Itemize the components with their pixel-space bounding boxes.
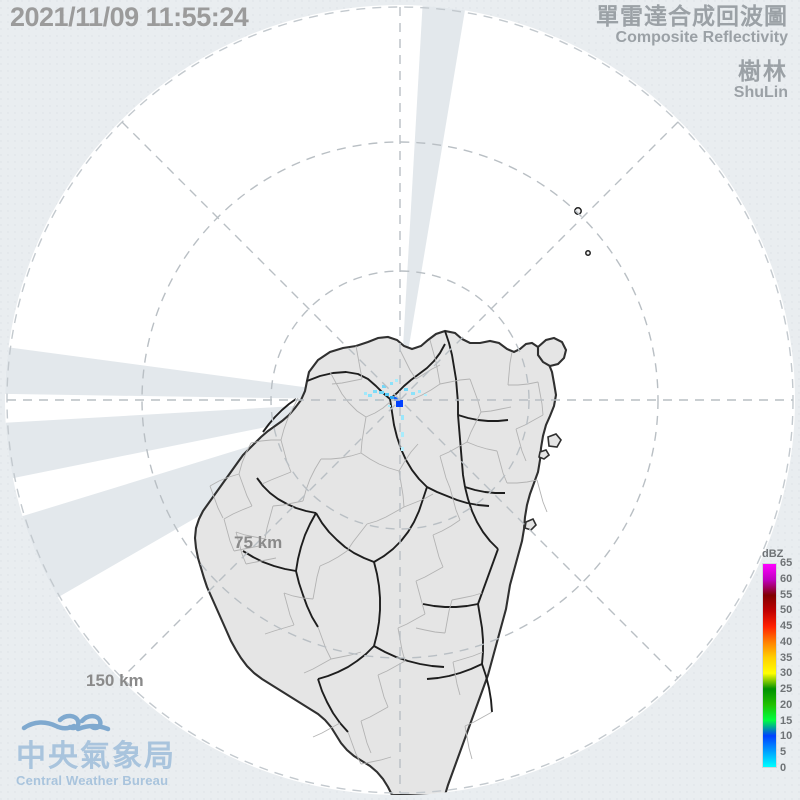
- azimuth-line-ne-sw: [121, 121, 679, 679]
- township-boundaries: [209, 339, 548, 765]
- colorbar-tick-35: 35: [780, 651, 793, 664]
- azimuth-line-nw-se: [121, 121, 679, 679]
- no-data-sector-north: [400, 5, 470, 400]
- range-ring-label-75km: 75 km: [234, 533, 283, 552]
- taiwan-main-island: [193, 329, 558, 795]
- station-name-zh: 樹林: [738, 58, 788, 84]
- offshore-islets-east: [524, 433, 562, 531]
- radar-echo-layer: [364, 379, 427, 451]
- product-title-zh: 單雷達合成回波圖: [596, 3, 788, 29]
- colorbar-tick-30: 30: [780, 667, 793, 680]
- northeast-cape: [536, 336, 568, 368]
- colorbar-tick-60: 60: [780, 572, 793, 585]
- station-name-en: ShuLin: [733, 84, 788, 101]
- colorbar-tick-0: 0: [780, 762, 787, 774]
- range-ring-label-150km: 150 km: [86, 671, 144, 690]
- colorbar-tick-20: 20: [780, 698, 793, 711]
- colorbar-tick-45: 45: [780, 620, 793, 633]
- colorbar-tick-15: 15: [780, 714, 793, 727]
- product-title-block: 單雷達合成回波圖 Composite Reflectivity: [596, 3, 788, 47]
- station-name-block: 樹林 ShuLin: [734, 58, 788, 102]
- colorbar-tick-5: 5: [780, 746, 787, 759]
- county-boundaries: [242, 330, 509, 733]
- colorbar-gradient-strip: [762, 563, 777, 768]
- timestamp-label: 2021/11/09 11:55:24: [10, 2, 249, 32]
- range-ring-150km: [141, 141, 659, 659]
- colorbar-tick-55: 55: [780, 588, 793, 601]
- product-title-en: Composite Reflectivity: [615, 29, 788, 46]
- dbz-colorbar-legend: dBZ 65 60 55 50 45 40 35 30 25 20 15 10 5 0: [760, 548, 800, 788]
- colorbar-unit-label: dBZ: [762, 548, 784, 560]
- colorbar-tick-65: 65: [780, 557, 793, 569]
- colorbar-tick-25: 25: [780, 683, 793, 696]
- colorbar-tick-10: 10: [780, 730, 793, 743]
- colorbar-tick-50: 50: [780, 604, 793, 617]
- colorbar-tick-40: 40: [780, 635, 793, 648]
- azimuth-crosshair: [7, 7, 793, 793]
